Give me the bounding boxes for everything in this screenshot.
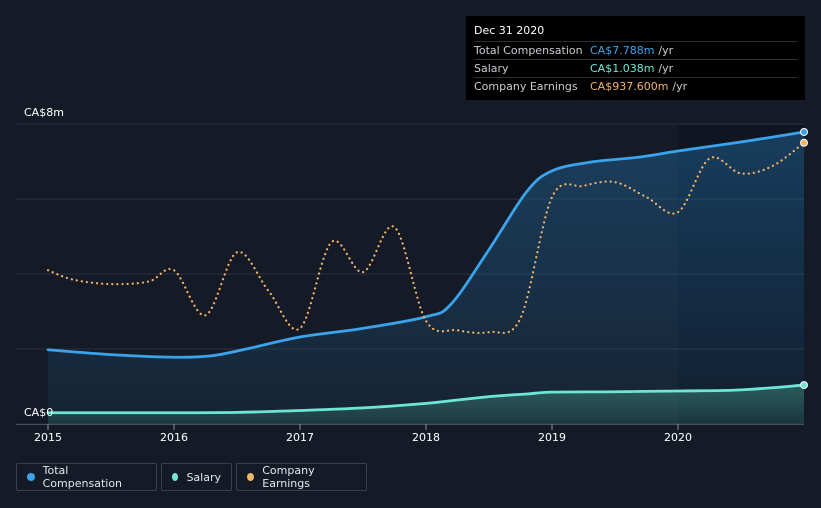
tooltip-row-salary: Salary CA$1.038m /yr bbox=[474, 59, 797, 77]
legend-dot-icon bbox=[27, 473, 35, 481]
x-tick-label: 2020 bbox=[664, 431, 692, 444]
tooltip-value: CA$937.600m bbox=[590, 80, 669, 93]
x-tick-label: 2015 bbox=[34, 431, 62, 444]
total-compensation-endpoint bbox=[800, 127, 808, 136]
series-lines bbox=[46, 130, 806, 415]
salary-endpoint bbox=[800, 381, 808, 390]
legend-dot-icon bbox=[247, 473, 255, 481]
legend-dot-icon bbox=[172, 473, 179, 481]
tooltip-label: Total Compensation bbox=[474, 44, 583, 57]
series-areas bbox=[48, 131, 804, 424]
tooltip: Dec 31 2020 Total Compensation CA$7.788m… bbox=[466, 16, 805, 100]
tooltip-row-company-earnings: Company Earnings CA$937.600m /yr bbox=[474, 77, 797, 95]
x-tick-label: 2019 bbox=[538, 431, 566, 444]
total-compensation-line bbox=[46, 130, 806, 359]
legend-label: Salary bbox=[186, 470, 221, 484]
x-tick-label: 2016 bbox=[160, 431, 188, 444]
x-tick-label: 2018 bbox=[412, 431, 440, 444]
legend-salary[interactable]: Salary bbox=[161, 463, 232, 491]
tooltip-value: CA$1.038m bbox=[590, 62, 655, 75]
legend-total-compensation[interactable]: Total Compensation bbox=[16, 463, 157, 491]
y-tick-label-max: CA$8m bbox=[24, 106, 64, 119]
legend-label: Company Earnings bbox=[262, 464, 315, 490]
tooltip-unit: /yr bbox=[658, 62, 674, 75]
tooltip-label: Company Earnings bbox=[474, 80, 578, 93]
tooltip-value: CA$7.788m bbox=[590, 44, 655, 57]
legend-company-earnings[interactable]: Company Earnings bbox=[236, 463, 367, 491]
x-axis: 2015 2016 2017 2018 2019 2020 bbox=[34, 424, 692, 444]
company-earnings-endpoint bbox=[800, 138, 808, 147]
tooltip-unit: /yr bbox=[658, 44, 674, 57]
x-tick-label: 2017 bbox=[286, 431, 314, 444]
tooltip-date: Dec 31 2020 bbox=[474, 24, 545, 37]
series-endpoints bbox=[800, 127, 808, 390]
tooltip-unit: /yr bbox=[672, 80, 688, 93]
legend-label: Total Compensation bbox=[42, 464, 123, 490]
y-tick-label-min: CA$0 bbox=[24, 406, 53, 419]
y-axis: CA$8m CA$0 bbox=[24, 106, 64, 419]
tooltip-label: Salary bbox=[474, 62, 509, 75]
salary-line bbox=[46, 383, 806, 415]
tooltip-row-total-compensation: Total Compensation CA$7.788m /yr bbox=[474, 41, 797, 59]
total-compensation-area bbox=[48, 131, 804, 424]
